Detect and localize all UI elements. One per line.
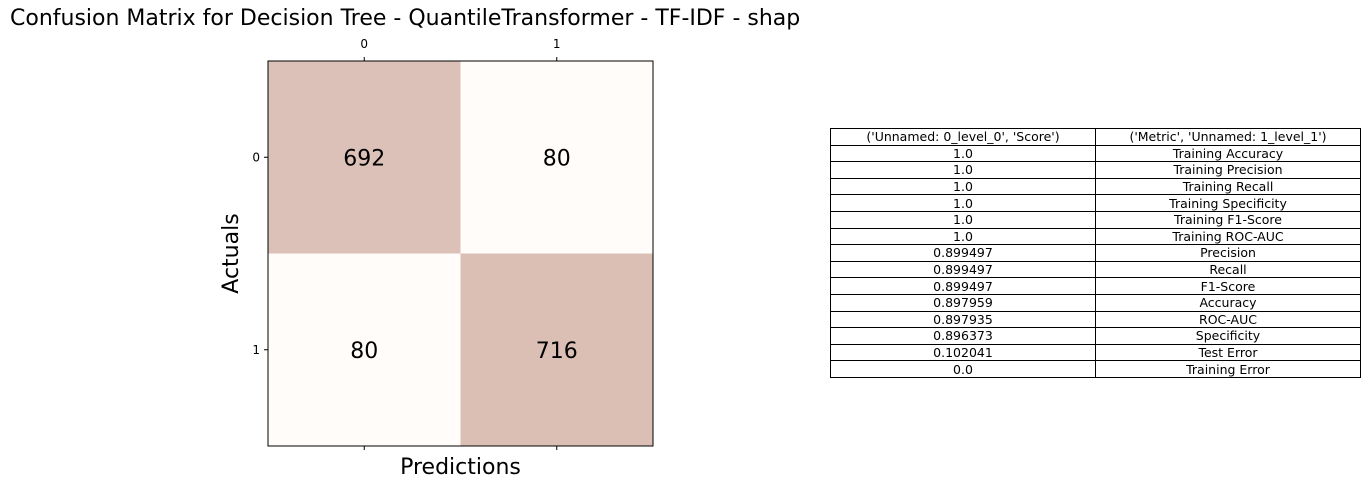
score-cell: 1.0	[830, 177, 1096, 196]
y-tick-label-1: 1	[252, 343, 260, 357]
y-axis-label: Actuals	[219, 213, 244, 293]
metric-cell: Training Error	[1095, 360, 1361, 378]
table-row: 0.899497 Recall	[830, 260, 1361, 279]
table-row: 0.102041 Test Error	[830, 343, 1361, 362]
score-cell: 1.0	[830, 227, 1096, 246]
metric-cell: Accuracy	[1095, 293, 1361, 312]
score-cell: 0.102041	[830, 343, 1096, 362]
table-row: 0.896373 Specificity	[830, 327, 1361, 345]
matrix-cells: 692 80 80 716	[268, 61, 653, 446]
metric-cell: Training Accuracy	[1095, 144, 1361, 163]
table-row: 0.0 Training Error	[830, 360, 1361, 378]
table-header-metric: ('Metric', 'Unnamed: 1_level_1')	[1095, 128, 1361, 146]
matrix-frame	[267, 60, 654, 447]
matrix-cell-1-0	[268, 253, 461, 446]
table-row: 0.897935 ROC-AUC	[830, 310, 1361, 329]
score-cell: 1.0	[830, 194, 1096, 212]
x-tick-label-0: 0	[360, 37, 368, 51]
score-cell: 0.897959	[830, 293, 1096, 312]
score-cell: 1.0	[830, 210, 1096, 229]
score-cell: 1.0	[830, 161, 1096, 179]
chart-title: Confusion Matrix for Decision Tree - Qua…	[10, 6, 801, 31]
table-row: 0.899497 Precision	[830, 244, 1361, 262]
score-cell: 0.896373	[830, 327, 1096, 345]
table-body: 1.0 Training Accuracy 1.0 Training Precisio…	[830, 144, 1361, 378]
score-cell: 0.899497	[830, 244, 1096, 262]
table-row: 1.0 Training Specificity	[830, 194, 1361, 212]
table-row: 0.899497 F1-Score	[830, 277, 1361, 295]
metric-cell: Recall	[1095, 260, 1361, 279]
table-row: 1.0 Training Recall	[830, 177, 1361, 196]
score-cell: 0.897935	[830, 310, 1096, 329]
table-header-row: ('Unnamed: 0_level_0', 'Score') ('Metric…	[830, 128, 1361, 146]
matrix-cell-0-1	[460, 61, 653, 254]
matrix-ticks: 0 1 0 1	[252, 37, 561, 450]
metric-cell: Training Specificity	[1095, 194, 1361, 212]
table-row: 1.0 Training ROC-AUC	[830, 227, 1361, 246]
table-row: 1.0 Training Accuracy	[830, 144, 1361, 163]
metric-cell: Training F1-Score	[1095, 210, 1361, 229]
score-cell: 1.0	[830, 144, 1096, 163]
table-row: 0.897959 Accuracy	[830, 293, 1361, 312]
metric-cell: Training Precision	[1095, 161, 1361, 179]
matrix-cell-1-1	[460, 253, 653, 446]
matrix-value-1-0: 80	[350, 339, 378, 364]
metric-cell: Specificity	[1095, 327, 1361, 345]
metric-cell: Precision	[1095, 244, 1361, 262]
score-cell: 0.899497	[830, 277, 1096, 295]
matrix-value-0-1: 80	[543, 146, 571, 171]
x-axis-label: Predictions	[400, 455, 521, 480]
score-cell: 0.899497	[830, 260, 1096, 279]
metric-cell: Training ROC-AUC	[1095, 227, 1361, 246]
score-cell: 0.0	[830, 360, 1096, 378]
y-tick-label-0: 0	[252, 150, 260, 164]
metric-cell: ROC-AUC	[1095, 310, 1361, 329]
x-tick-label-1: 1	[553, 37, 561, 51]
table-row: 1.0 Training F1-Score	[830, 210, 1361, 229]
metric-cell: F1-Score	[1095, 277, 1361, 295]
metrics-table: ('Unnamed: 0_level_0', 'Score') ('Metric…	[830, 128, 1361, 378]
metric-cell: Test Error	[1095, 343, 1361, 362]
table-header-score: ('Unnamed: 0_level_0', 'Score')	[830, 128, 1096, 146]
matrix-value-1-1: 716	[536, 339, 578, 364]
matrix-cell-0-0	[268, 61, 461, 254]
table-row: 1.0 Training Precision	[830, 161, 1361, 179]
matrix-value-0-0: 692	[343, 146, 385, 171]
confusion-matrix: 692 80 80 716 0 1 0 1 Predictions Actuals	[219, 37, 654, 480]
metric-cell: Training Recall	[1095, 177, 1361, 196]
